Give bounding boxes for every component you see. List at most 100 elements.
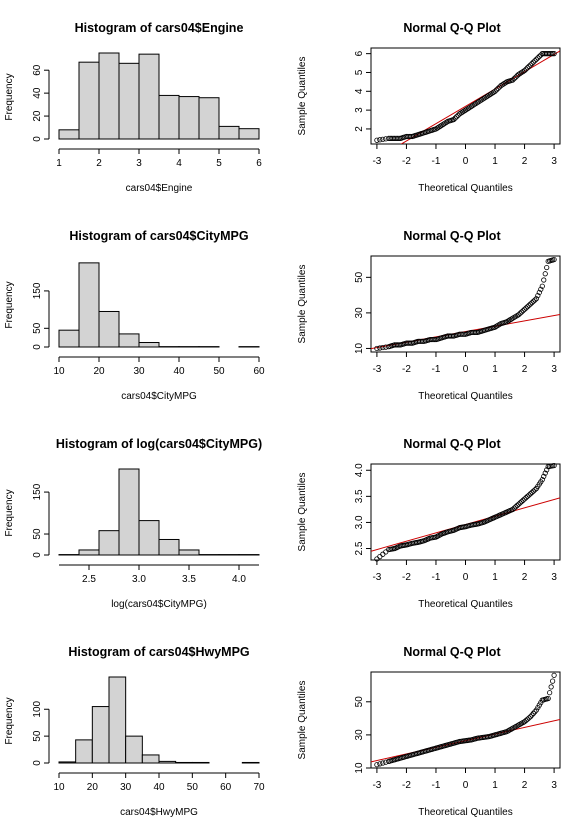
qq-point (544, 264, 550, 271)
qq-point (519, 498, 525, 505)
chart-panel-7: Histogram of cars04$HwyMPG 10 20 30 40 50 60 70… (4, 645, 265, 818)
histogram-bar (91, 706, 110, 764)
histogram-bar (75, 739, 93, 764)
qq-point (539, 477, 545, 483)
chart-title: Normal Q-Q Plot (403, 645, 501, 659)
y-axis-label: Frequency (4, 281, 15, 328)
qq-point (530, 59, 537, 65)
qq-point (511, 75, 517, 82)
qq-point (513, 504, 519, 510)
qq-point (526, 63, 532, 69)
x-tick-label: 1 (492, 572, 498, 583)
x-tick-label: -2 (402, 780, 411, 791)
chart-title: Histogram of cars04$CityMPG (69, 229, 248, 243)
x-axis-label: cars04$CityMPG (121, 391, 197, 402)
y-tick-label: 10 (354, 762, 365, 774)
x-tick-label: -1 (432, 572, 441, 583)
x-tick-label: 6 (256, 158, 262, 169)
qq-point (530, 488, 537, 494)
qq-point (377, 345, 383, 351)
x-tick-label: -2 (402, 572, 411, 583)
x-tick-label: -2 (402, 364, 411, 375)
qq-point (533, 296, 539, 302)
x-tick-label: 20 (87, 782, 99, 793)
histogram-bar (98, 530, 120, 556)
y-axis-label: Sample Quantiles (297, 57, 308, 136)
x-tick-label: 3 (136, 158, 142, 169)
chart-panel-8: Normal Q-Q Plot -3 -2 -1 0 1 2 3 10 30 50 Theoretic… (297, 645, 561, 818)
x-tick-label: 50 (213, 366, 225, 377)
qq-point (454, 114, 460, 120)
x-tick-label: 2 (522, 780, 528, 791)
y-tick-label: 60 (32, 64, 43, 76)
qq-point (517, 500, 523, 506)
qq-point (532, 297, 538, 303)
histogram-bar (218, 125, 240, 140)
y-tick-label: 150 (32, 483, 43, 500)
y-tick-label: 40 (32, 87, 43, 99)
qq-point (383, 759, 389, 765)
chart-panel-2: Normal Q-Q Plot -3 -2 -1 0 1 2 3 2 3 4 5 6 Theoretica… (297, 21, 561, 194)
qq-point (524, 304, 531, 310)
qq-point (532, 487, 538, 493)
y-tick-label: 20 (32, 110, 43, 122)
y-tick-label: 0 (32, 760, 43, 766)
y-tick-label: 50 (354, 271, 365, 283)
x-tick-label: -1 (432, 156, 441, 167)
histogram-bar (191, 761, 210, 764)
histogram-bar (158, 760, 177, 764)
x-tick-label: 4 (176, 158, 182, 169)
x-tick-label: 3 (551, 156, 557, 167)
qq-point (533, 56, 539, 62)
qq-point (524, 65, 531, 71)
histogram-bar (58, 761, 77, 764)
qq-point (521, 496, 528, 502)
x-tick-label: 60 (253, 366, 265, 377)
x-tick-label: 2 (522, 364, 528, 375)
y-tick-label: 6 (354, 50, 365, 56)
y-tick-label: 50 (32, 730, 43, 742)
y-tick-label: 2 (354, 126, 365, 132)
chart-panel-6: Normal Q-Q Plot -3 -2 -1 0 1 2 3 2.5 3.0 3.5 4.0 The… (297, 437, 561, 610)
x-axis-label: Theoretical Quantiles (418, 183, 513, 194)
histogram-bar (58, 329, 80, 348)
qq-point (536, 289, 542, 296)
plot-frame (370, 671, 561, 769)
y-tick-label: 30 (354, 307, 365, 319)
histogram-bar (98, 52, 120, 140)
x-tick-label: 0 (463, 364, 469, 375)
x-axis-label: Theoretical Quantiles (418, 599, 513, 610)
x-tick-label: 50 (187, 782, 199, 793)
y-tick-label: 3.5 (354, 489, 365, 503)
qq-point (541, 277, 547, 283)
y-tick-label: 50 (32, 528, 43, 540)
qq-point (523, 66, 529, 72)
x-tick-label: 70 (253, 782, 265, 793)
qq-point (516, 501, 522, 507)
qq-point (451, 116, 457, 123)
y-tick-label: 5 (354, 69, 365, 75)
histogram-bar (78, 61, 100, 140)
y-tick-label: 30 (354, 729, 365, 741)
histogram-bar (98, 310, 120, 348)
qq-point (513, 74, 519, 80)
histogram-bar (158, 538, 180, 556)
qq-point (523, 495, 529, 501)
qq-point (532, 709, 538, 715)
x-tick-label: -3 (372, 156, 381, 167)
y-tick-label: 0 (32, 344, 43, 350)
histogram-bar (158, 94, 180, 140)
qq-point (377, 761, 383, 767)
qq-point (527, 714, 534, 720)
x-tick-label: 1 (492, 364, 498, 375)
x-tick-label: -3 (372, 572, 381, 583)
x-tick-label: 2.5 (82, 574, 96, 585)
histogram-bar (138, 342, 160, 348)
x-tick-label: 3.5 (182, 574, 196, 585)
qq-point (529, 712, 535, 718)
qq-point (545, 695, 551, 702)
x-tick-label: -1 (432, 780, 441, 791)
chart-panel-4: Normal Q-Q Plot -3 -2 -1 0 1 2 3 10 30 50 Theoretic… (297, 229, 561, 402)
qq-point (516, 312, 522, 318)
